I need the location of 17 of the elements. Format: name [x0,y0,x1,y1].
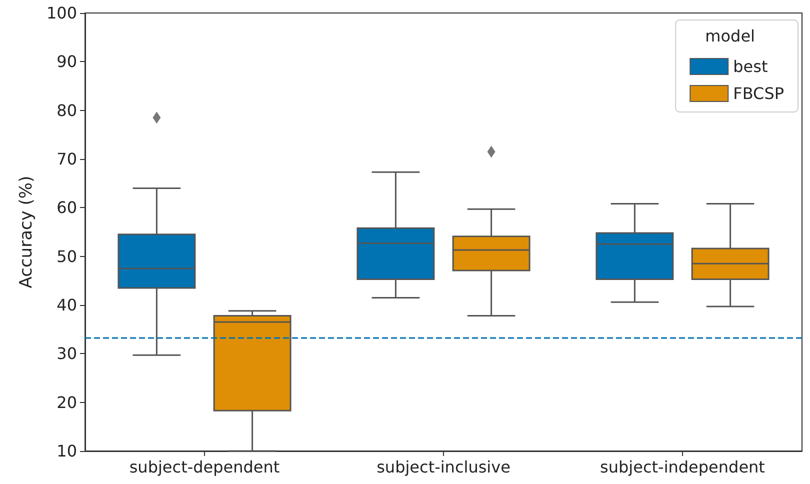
x-tick-label: subject-independent [600,458,765,476]
y-tick-label: 20 [56,392,77,412]
y-tick-label: 50 [56,246,77,266]
y-axis-title: Accuracy (%) [16,176,36,288]
legend-title: model [705,26,756,46]
y-tick-label: 100 [46,4,77,22]
y-tick-label: 70 [56,150,77,168]
x-tick-label: subject-inclusive [376,458,510,476]
y-tick-label: 30 [56,344,77,364]
legend-label: FBCSP [733,84,784,103]
x-tick-label: subject-dependent [129,458,280,476]
legend-label: best [733,57,768,76]
y-tick-label: 90 [56,52,77,72]
y-tick-label: 80 [56,100,77,120]
y-tick-label: 40 [56,296,77,314]
y-tick-label: 10 [56,442,77,460]
y-tick-label: 60 [56,198,77,218]
